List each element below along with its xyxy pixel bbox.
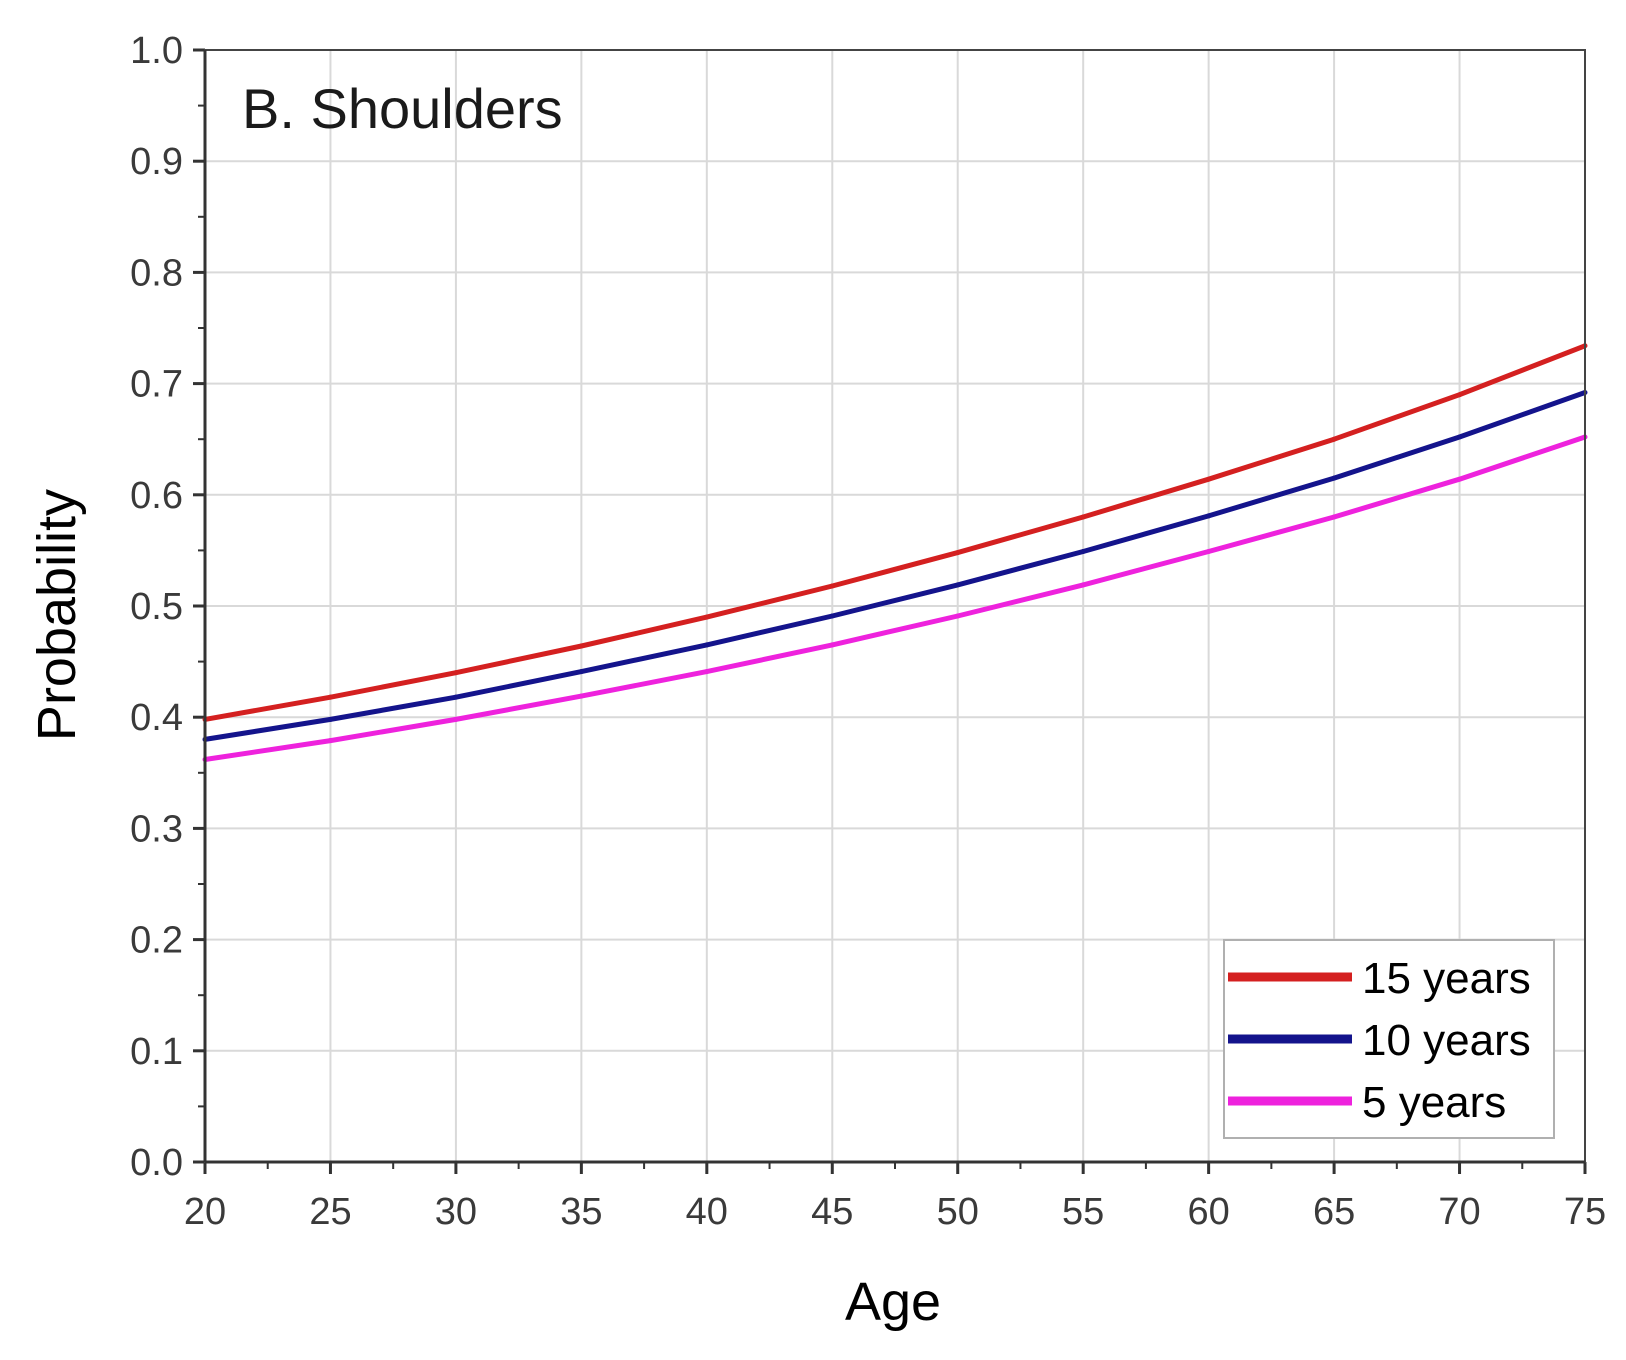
data-point <box>578 669 584 675</box>
legend-label: 15 years <box>1362 954 1531 1003</box>
data-point <box>955 550 961 556</box>
chart-title: B. Shoulders <box>242 77 563 140</box>
data-point <box>453 694 459 700</box>
data-point <box>327 716 333 722</box>
data-point <box>1457 392 1463 398</box>
x-tick-label: 25 <box>309 1191 351 1233</box>
data-point <box>1331 514 1337 520</box>
x-tick-label: 35 <box>560 1191 602 1233</box>
x-tick-label: 65 <box>1313 1191 1355 1233</box>
legend: 15 years 10 years 5 years <box>1223 939 1555 1139</box>
y-tick-label: 0.4 <box>130 697 183 739</box>
data-point <box>955 582 961 588</box>
axis-ticks <box>193 48 1587 1174</box>
data-point <box>453 670 459 676</box>
data-point <box>1457 434 1463 440</box>
data-point <box>829 613 835 619</box>
data-point <box>829 583 835 589</box>
data-point <box>955 613 961 619</box>
series-line <box>204 390 1586 742</box>
data-point <box>704 614 710 620</box>
x-axis-title: Age <box>845 1272 941 1332</box>
data-point <box>1080 549 1086 555</box>
data-point <box>1206 513 1212 519</box>
data-point <box>1331 436 1337 442</box>
y-tick-label: 0.3 <box>130 808 183 850</box>
y-tick-label: 0.6 <box>130 475 183 517</box>
x-tick-label: 70 <box>1438 1191 1480 1233</box>
x-tick-label: 30 <box>435 1191 477 1233</box>
y-tick-label: 0.2 <box>130 920 183 962</box>
data-point <box>453 716 459 722</box>
data-point <box>578 693 584 699</box>
y-axis-title: Probability <box>27 489 87 741</box>
y-tick-label: 0.7 <box>130 364 183 406</box>
x-tick-label: 40 <box>686 1191 728 1233</box>
legend-label: 5 years <box>1362 1078 1506 1127</box>
x-tick-label: 50 <box>937 1191 979 1233</box>
x-tick-label: 75 <box>1564 1191 1606 1233</box>
y-tick-label: 0.0 <box>130 1142 183 1184</box>
x-tick-label: 60 <box>1187 1191 1229 1233</box>
series-5-years <box>202 434 1588 762</box>
data-point <box>1206 549 1212 555</box>
legend-label: 10 years <box>1362 1016 1531 1065</box>
data-point <box>1331 475 1337 481</box>
data-point <box>1080 514 1086 520</box>
data-point <box>578 643 584 649</box>
series-10-years <box>202 389 1588 742</box>
data-point <box>1206 476 1212 482</box>
data-point <box>704 642 710 648</box>
x-tick-labels: 20 25 30 35 40 45 50 55 60 65 70 75 <box>184 1191 1606 1233</box>
data-point <box>1457 476 1463 482</box>
series-layer <box>202 343 1588 762</box>
y-tick-label: 0.1 <box>130 1031 183 1073</box>
data-point <box>829 642 835 648</box>
grid <box>205 50 1585 1162</box>
x-tick-label: 20 <box>184 1191 226 1233</box>
y-tick-label: 1.0 <box>130 30 183 72</box>
y-tick-labels: 0.0 0.1 0.2 0.3 0.4 0.5 0.6 0.7 0.8 0.9 1.0 <box>130 30 183 1184</box>
series-15-years <box>202 343 1588 722</box>
x-tick-label: 45 <box>811 1191 853 1233</box>
y-tick-label: 0.8 <box>130 252 183 294</box>
data-point <box>704 669 710 675</box>
x-tick-label: 55 <box>1062 1191 1104 1233</box>
y-tick-label: 0.9 <box>130 141 183 183</box>
series-line <box>204 434 1586 762</box>
data-point <box>1080 582 1086 588</box>
y-tick-label: 0.5 <box>130 586 183 628</box>
data-point <box>327 738 333 744</box>
series-line <box>204 343 1586 722</box>
data-point <box>327 694 333 700</box>
